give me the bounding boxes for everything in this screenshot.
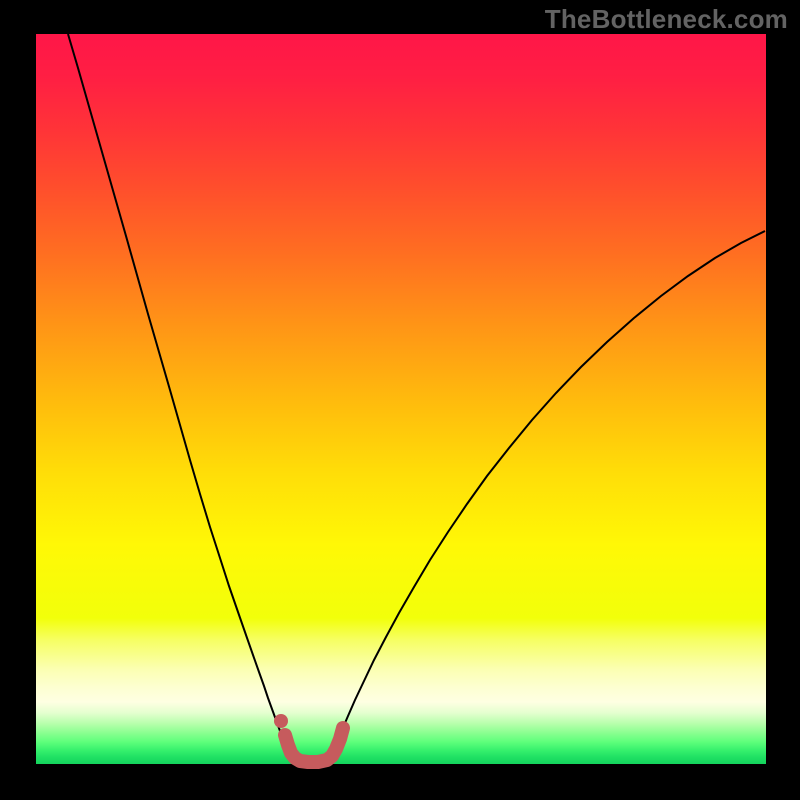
optimal-point-dot — [274, 714, 288, 728]
watermark-label: TheBottleneck.com — [545, 4, 788, 35]
bottleneck-chart — [0, 0, 800, 800]
plot-background — [36, 34, 766, 764]
